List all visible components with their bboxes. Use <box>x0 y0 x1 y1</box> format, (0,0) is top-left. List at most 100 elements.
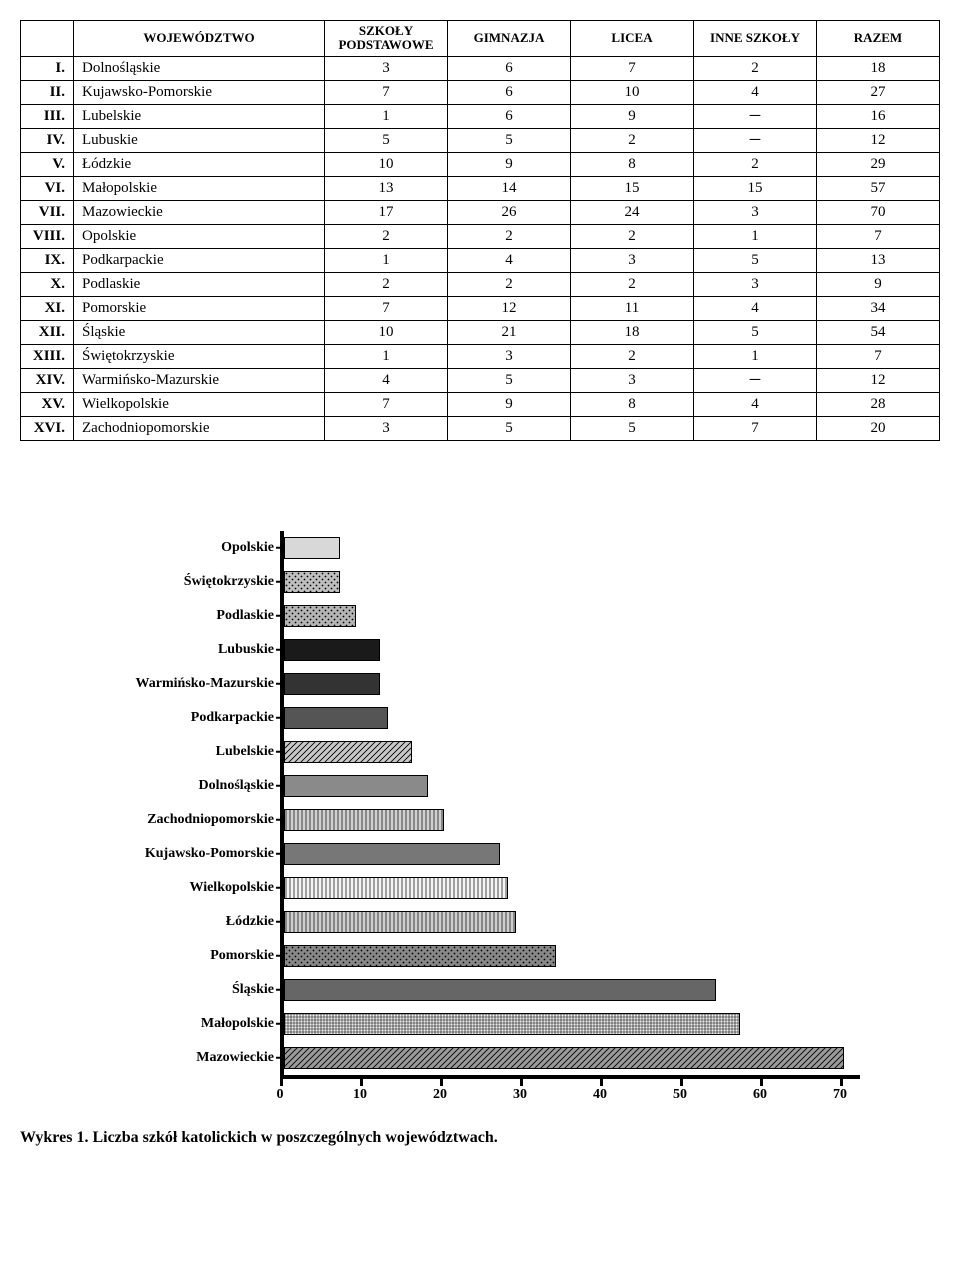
row-value: 6 <box>448 80 571 104</box>
row-name: Pomorskie <box>74 296 325 320</box>
chart-bar <box>284 843 500 865</box>
x-tick-label: 0 <box>277 1087 284 1103</box>
row-value: 7 <box>694 416 817 440</box>
x-tick-label: 20 <box>433 1087 447 1103</box>
row-value: 15 <box>571 176 694 200</box>
x-tick-label: 30 <box>513 1087 527 1103</box>
row-value: 10 <box>325 320 448 344</box>
row-value: 70 <box>817 200 940 224</box>
header-blank <box>21 21 74 57</box>
header-razem: RAZEM <box>817 21 940 57</box>
row-name: Świętokrzyskie <box>74 344 325 368</box>
y-tick <box>276 920 284 923</box>
chart-bar <box>284 911 516 933</box>
row-value: 2 <box>448 272 571 296</box>
chart-bar-label: Lubelskie <box>100 735 280 769</box>
row-numeral: IV. <box>21 128 74 152</box>
row-value: 7 <box>325 392 448 416</box>
chart-bar-label: Podlaskie <box>100 599 280 633</box>
row-value: 3 <box>694 200 817 224</box>
row-name: Podlaskie <box>74 272 325 296</box>
row-value: 54 <box>817 320 940 344</box>
header-szkoly: SZKOŁYPODSTAWOWE <box>325 21 448 57</box>
y-tick <box>276 954 284 957</box>
table-body: I.Dolnośląskie367218II.Kujawsko-Pomorski… <box>21 56 940 440</box>
y-tick <box>276 648 284 651</box>
chart-bar-label: Mazowieckie <box>100 1041 280 1075</box>
row-value: 2 <box>571 272 694 296</box>
chart-bar-label: Małopolskie <box>100 1007 280 1041</box>
chart-bar-row <box>284 905 860 939</box>
row-name: Lubelskie <box>74 104 325 128</box>
row-value: 1 <box>325 248 448 272</box>
table-row: I.Dolnośląskie367218 <box>21 56 940 80</box>
row-value: 57 <box>817 176 940 200</box>
chart-bar-label: Łódzkie <box>100 905 280 939</box>
row-value: 26 <box>448 200 571 224</box>
table-header: WOJEWÓDZTWO SZKOŁYPODSTAWOWE GIMNAZJA LI… <box>21 21 940 57</box>
y-tick <box>276 750 284 753</box>
row-value: 16 <box>817 104 940 128</box>
y-tick <box>276 580 284 583</box>
table-row: XVI.Zachodniopomorskie355720 <box>21 416 940 440</box>
row-value: 14 <box>448 176 571 200</box>
chart-bar-row <box>284 973 860 1007</box>
row-name: Zachodniopomorskie <box>74 416 325 440</box>
row-value: 18 <box>571 320 694 344</box>
chart-bar-label: Świętokrzyskie <box>100 565 280 599</box>
row-value: 3 <box>571 248 694 272</box>
row-numeral: X. <box>21 272 74 296</box>
table-row: V.Łódzkie1098229 <box>21 152 940 176</box>
row-value: 1 <box>694 224 817 248</box>
row-value: 2 <box>694 152 817 176</box>
chart-bar <box>284 877 508 899</box>
table-row: IX.Podkarpackie143513 <box>21 248 940 272</box>
row-value: 12 <box>817 128 940 152</box>
chart-bar <box>284 537 340 559</box>
row-value: 3 <box>325 56 448 80</box>
x-tick <box>840 1079 843 1086</box>
row-value: 2 <box>694 56 817 80</box>
chart-bar <box>284 741 412 763</box>
row-value: 7 <box>325 296 448 320</box>
table-row: VIII.Opolskie22217 <box>21 224 940 248</box>
row-value: 10 <box>325 152 448 176</box>
chart-bar <box>284 571 340 593</box>
row-value: 1 <box>694 344 817 368</box>
row-value: 7 <box>817 224 940 248</box>
chart-x-axis: 010203040506070 <box>280 1079 844 1109</box>
row-value: 2 <box>571 224 694 248</box>
row-value: 7 <box>571 56 694 80</box>
row-name: Wielkopolskie <box>74 392 325 416</box>
y-tick <box>276 784 284 787</box>
x-tick <box>520 1079 523 1086</box>
row-value: 13 <box>817 248 940 272</box>
row-name: Mazowieckie <box>74 200 325 224</box>
row-value: 9 <box>448 392 571 416</box>
row-value: 4 <box>325 368 448 392</box>
row-value: 3 <box>325 416 448 440</box>
row-value: 20 <box>817 416 940 440</box>
row-value: 9 <box>817 272 940 296</box>
x-tick <box>600 1079 603 1086</box>
chart-bar <box>284 1047 844 1069</box>
row-value: 15 <box>694 176 817 200</box>
row-value: 6 <box>448 104 571 128</box>
chart-bar-label: Lubuskie <box>100 633 280 667</box>
header-licea: LICEA <box>571 21 694 57</box>
x-tick <box>680 1079 683 1086</box>
chart-bar <box>284 979 716 1001</box>
row-numeral: XIV. <box>21 368 74 392</box>
chart-bar-row <box>284 769 860 803</box>
table-row: XIV.Warmińsko-Mazurskie453─12 <box>21 368 940 392</box>
row-value: 12 <box>448 296 571 320</box>
row-name: Łódzkie <box>74 152 325 176</box>
row-value: 9 <box>571 104 694 128</box>
x-tick-label: 40 <box>593 1087 607 1103</box>
row-value: 18 <box>817 56 940 80</box>
row-name: Opolskie <box>74 224 325 248</box>
row-value: 6 <box>448 56 571 80</box>
row-numeral: VI. <box>21 176 74 200</box>
table-row: III.Lubelskie169─16 <box>21 104 940 128</box>
row-numeral: XVI. <box>21 416 74 440</box>
